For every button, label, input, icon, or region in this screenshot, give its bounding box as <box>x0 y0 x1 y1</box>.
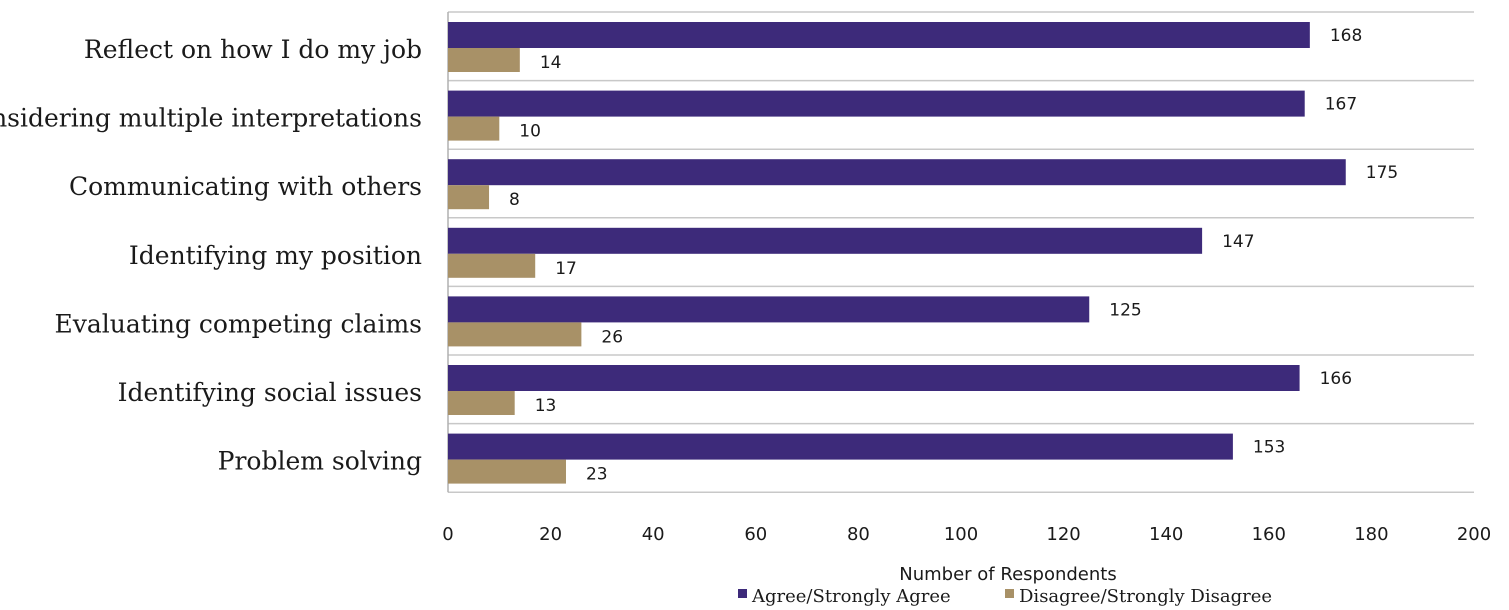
category-labels: Reflect on how I do my job Considering mu… <box>0 35 422 476</box>
value-label: 13 <box>535 396 557 416</box>
bar-disagree <box>448 253 536 278</box>
value-label: 166 <box>1320 369 1352 389</box>
value-label: 153 <box>1253 438 1285 458</box>
bar-disagree <box>448 48 520 72</box>
category-label: Evaluating competing claims <box>55 309 422 338</box>
value-label: 168 <box>1330 26 1362 46</box>
legend: Agree/Strongly Agree Disagree/Strongly Di… <box>738 586 1272 607</box>
value-label: 8 <box>509 190 520 210</box>
bar-disagree <box>448 185 490 210</box>
x-tick-label: 60 <box>744 524 767 545</box>
bar-agree <box>448 296 1090 323</box>
bar-disagree <box>448 459 566 484</box>
legend-label: Disagree/Strongly Disagree <box>1019 586 1272 607</box>
x-tick-label: 100 <box>944 524 978 545</box>
category-label: Reflect on how I do my job <box>84 35 422 64</box>
category-label: Problem solving <box>218 447 422 476</box>
bar-agree <box>448 90 1305 117</box>
x-axis-title: Number of Respondents <box>899 564 1116 585</box>
value-label: 10 <box>519 122 541 142</box>
legend-swatch <box>738 589 747 598</box>
value-label: 167 <box>1325 95 1357 115</box>
bar-agree <box>448 365 1300 391</box>
category-label: Communicating with others <box>69 172 422 201</box>
value-label: 147 <box>1222 232 1254 252</box>
x-tick-label: 180 <box>1354 524 1388 545</box>
bar-disagree <box>448 322 582 347</box>
x-tick-label: 80 <box>847 524 870 545</box>
bar-agree <box>448 433 1233 460</box>
bar-disagree <box>448 116 500 141</box>
value-labels: 168 14 167 10 175 8 147 17 125 26 166 13 153 23 <box>509 26 1398 485</box>
x-tick-label: 160 <box>1252 524 1286 545</box>
bar-agree <box>448 159 1346 186</box>
x-tick-labels: 0 20 40 60 80 100 120 140 160 180 200 <box>442 524 1491 545</box>
value-label: 14 <box>540 53 562 73</box>
category-label: Identifying social issues <box>118 378 422 407</box>
legend-label: Agree/Strongly Agree <box>751 586 951 607</box>
bar-disagree <box>448 391 515 415</box>
bar-agree <box>448 22 1310 48</box>
x-tick-label: 40 <box>642 524 665 545</box>
value-label: 125 <box>1109 300 1141 320</box>
value-label: 26 <box>601 327 623 347</box>
category-label: Identifying my position <box>129 241 422 270</box>
bars <box>448 22 1346 484</box>
x-tick-label: 200 <box>1457 524 1491 545</box>
x-tick-label: 20 <box>539 524 562 545</box>
legend-swatch <box>1005 589 1014 598</box>
x-tick-label: 120 <box>1046 524 1080 545</box>
x-tick-label: 140 <box>1149 524 1183 545</box>
bar-agree <box>448 227 1203 254</box>
grid-lines <box>447 11 1474 493</box>
value-label: 17 <box>555 259 577 279</box>
x-tick-label: 0 <box>442 524 453 545</box>
category-label: Considering multiple interpretations <box>0 104 422 133</box>
value-label: 23 <box>586 465 608 485</box>
value-label: 175 <box>1366 163 1398 183</box>
